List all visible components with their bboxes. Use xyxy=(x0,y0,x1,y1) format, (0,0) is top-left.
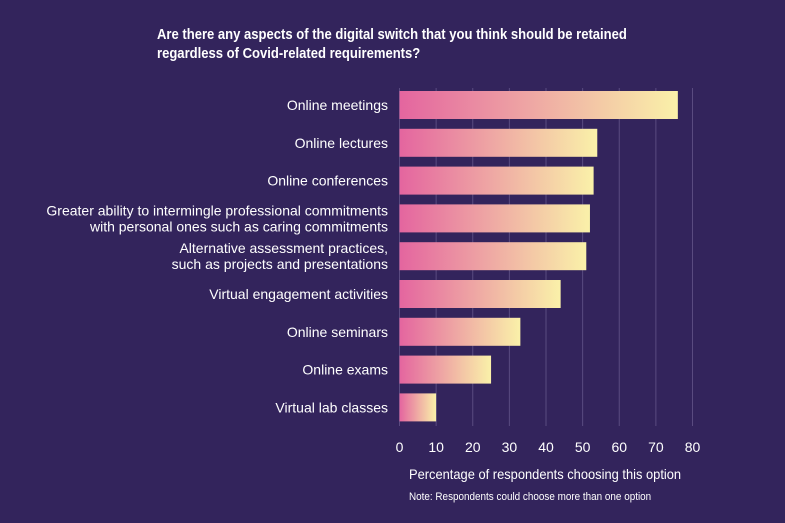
x-axis-label: Percentage of respondents choosing this … xyxy=(409,466,682,482)
category-label: Virtual lab classes xyxy=(275,399,388,415)
category-label: Online meetings xyxy=(287,97,388,113)
x-tick-label: 10 xyxy=(428,439,444,455)
bar xyxy=(399,204,590,233)
category-label: Online lectures xyxy=(295,135,388,151)
bar xyxy=(399,355,492,384)
x-tick-label: 20 xyxy=(465,439,481,455)
x-tick-label: 70 xyxy=(648,439,664,455)
category-label: Online exams xyxy=(302,362,388,378)
bar xyxy=(399,242,587,271)
chart-title: Are there any aspects of the digital swi… xyxy=(157,27,627,62)
category-label: Online conferences xyxy=(267,173,388,189)
category-label: Online seminars xyxy=(287,324,388,340)
category-label: Greater ability to intermingle professio… xyxy=(46,202,388,234)
bar xyxy=(399,128,598,157)
x-tick-label: 40 xyxy=(538,439,554,455)
bar xyxy=(399,91,678,119)
bar xyxy=(399,317,521,346)
category-label: Virtual engagement activities xyxy=(209,286,388,302)
x-tick-label: 0 xyxy=(396,439,404,455)
x-tick-label: 30 xyxy=(502,439,518,455)
category-label: Alternative assessment practices, such as… xyxy=(172,240,388,272)
x-tick-label: 60 xyxy=(611,439,627,455)
chart-note: Note: Respondents could choose more than… xyxy=(409,491,652,503)
bar xyxy=(399,393,437,422)
x-tick-label: 80 xyxy=(685,439,701,455)
bar xyxy=(399,166,594,195)
bar xyxy=(399,280,561,308)
x-tick-label: 50 xyxy=(575,439,591,455)
